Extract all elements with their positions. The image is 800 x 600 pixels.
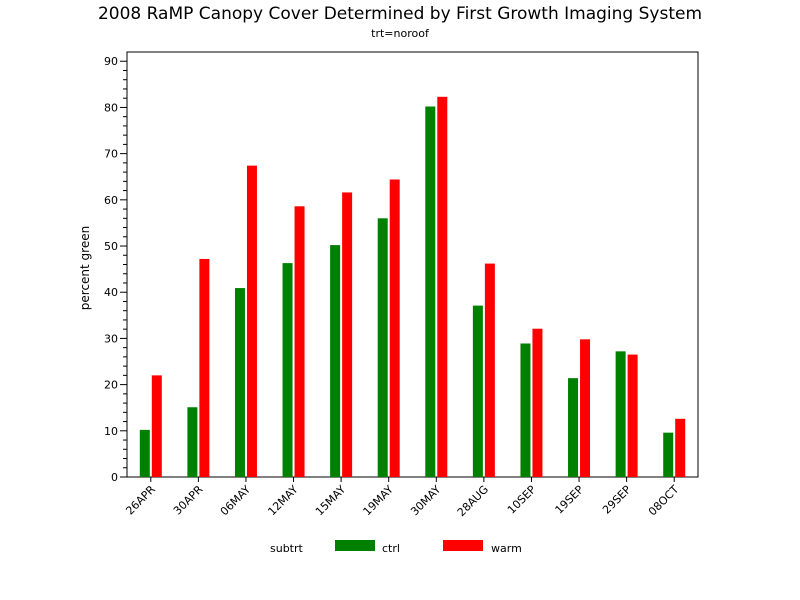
legend: subtrt ctrl warm xyxy=(270,540,522,555)
y-tick-label: 10 xyxy=(104,425,118,438)
bar-ctrl-08oct xyxy=(663,432,674,477)
bar-warm-29sep xyxy=(627,354,638,477)
bar-ctrl-30apr xyxy=(187,407,198,477)
plot-area: 0 10 20 30 40 50 60 70 80 90 26APR 30APR 06MAY 12MAY 1… xyxy=(104,51,699,519)
y-tick-label: 50 xyxy=(104,240,118,253)
y-tick-label: 40 xyxy=(104,286,118,299)
x-tick-label: 08OCT xyxy=(646,483,682,519)
bar-ctrl-12may xyxy=(282,263,293,477)
y-tick-label: 80 xyxy=(104,101,118,114)
y-tick-label: 0 xyxy=(111,471,118,484)
chart-subtitle: trt=noroof xyxy=(371,27,430,40)
bar-warm-19sep xyxy=(580,339,591,477)
bar-ctrl-19sep xyxy=(568,378,579,477)
x-tick-label: 19MAY xyxy=(361,483,396,518)
legend-label-ctrl: ctrl xyxy=(382,542,400,555)
x-tick-label: 12MAY xyxy=(265,483,300,518)
y-tick-label: 90 xyxy=(104,55,118,68)
x-tick-label: 19SEP xyxy=(553,483,587,517)
bar-warm-30apr xyxy=(199,258,210,477)
y-tick-label: 70 xyxy=(104,148,118,161)
plot-frame xyxy=(126,51,699,478)
y-axis-label: percent green xyxy=(78,226,92,310)
bar-warm-08oct xyxy=(675,418,686,477)
x-tick-label: 06MAY xyxy=(218,483,253,518)
x-tick-label: 10SEP xyxy=(505,483,539,517)
bar-warm-06may xyxy=(246,165,257,478)
bar-warm-19may xyxy=(389,179,400,477)
x-tick-label: 28AUG xyxy=(455,483,491,519)
chart-title: 2008 RaMP Canopy Cover Determined by Fir… xyxy=(98,4,702,24)
y-tick-label: 60 xyxy=(104,194,118,207)
bar-warm-26apr xyxy=(151,375,162,477)
bar-warm-30may xyxy=(437,96,448,477)
y-tick-label: 20 xyxy=(104,379,118,392)
legend-swatch-ctrl xyxy=(335,540,375,551)
bar-warm-15may xyxy=(342,192,353,477)
bar-ctrl-19may xyxy=(377,218,388,477)
legend-swatch-warm xyxy=(443,540,483,551)
x-tick-label: 29SEP xyxy=(600,483,634,517)
bar-ctrl-30may xyxy=(425,106,436,478)
x-tick-label: 30APR xyxy=(171,483,206,518)
x-tick-label: 15MAY xyxy=(313,483,348,518)
legend-label-warm: warm xyxy=(491,542,522,555)
bar-warm-10sep xyxy=(532,328,543,477)
x-tick-label: 30MAY xyxy=(408,483,443,518)
bar-ctrl-28aug xyxy=(472,305,483,477)
y-tick-label: 30 xyxy=(104,332,118,345)
legend-title: subtrt xyxy=(270,542,304,555)
bar-warm-28aug xyxy=(484,263,495,477)
bar-ctrl-06may xyxy=(234,288,245,477)
bar-ctrl-10sep xyxy=(520,343,531,477)
bar-ctrl-15may xyxy=(330,245,341,477)
bar-ctrl-29sep xyxy=(615,351,626,477)
bar-ctrl-26apr xyxy=(139,429,150,477)
bar-warm-12may xyxy=(294,206,305,478)
x-tick-label: 26APR xyxy=(123,483,158,518)
